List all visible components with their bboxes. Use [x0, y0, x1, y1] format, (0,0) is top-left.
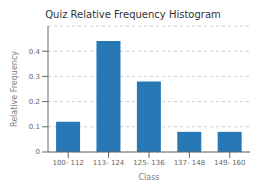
- svg-text:113- 124: 113- 124: [93, 159, 125, 167]
- svg-text:137- 148: 137- 148: [174, 159, 205, 167]
- svg-text:Class: Class: [138, 173, 159, 180]
- html-text:Quiz Relative Frequency Histog: Quiz Relative Frequency Histogram: [45, 9, 221, 20]
- svg-text:0.1: 0.1: [29, 123, 40, 131]
- svg-text:Relative Frequency: Relative Frequency: [10, 51, 19, 127]
- svg-text:100- 112: 100- 112: [52, 159, 83, 167]
- svg-text:0.4: 0.4: [29, 48, 41, 56]
- svg-text:149- 160: 149- 160: [214, 159, 245, 167]
- svg-text:0.2: 0.2: [29, 98, 40, 106]
- svg-text:0.3: 0.3: [29, 73, 40, 81]
- svg-text:0: 0: [36, 148, 40, 156]
- svg-text:125- 136: 125- 136: [133, 159, 165, 167]
